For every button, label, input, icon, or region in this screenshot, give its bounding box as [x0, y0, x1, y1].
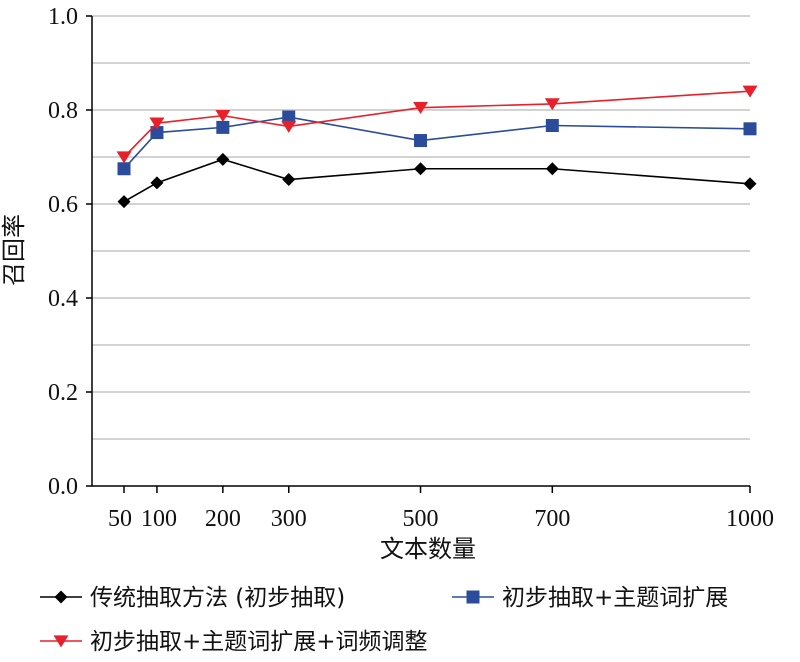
legend-marker	[54, 590, 68, 604]
data-point	[216, 120, 230, 134]
data-point	[545, 162, 559, 176]
x-tick-label: 1000	[726, 506, 774, 532]
data-point	[544, 98, 560, 111]
data-point	[281, 120, 297, 133]
axes	[86, 15, 751, 493]
legend-marker	[53, 635, 69, 648]
data-point	[150, 126, 164, 140]
data-point	[149, 117, 165, 130]
x-axis-title: 文本数量	[380, 535, 476, 563]
data-point	[413, 102, 429, 115]
y-tick-label: 0.8	[48, 98, 78, 124]
legend-label: 初步抽取+主题词扩展+词频调整	[90, 629, 428, 655]
legend-label: 传统抽取方法 (初步抽取)	[90, 585, 345, 611]
y-tick-label: 0.6	[48, 192, 78, 218]
data-point	[282, 173, 296, 187]
series-2	[117, 110, 757, 176]
data-point	[742, 85, 758, 98]
y-axis-title: 召回率	[0, 214, 28, 286]
series-line	[123, 158, 751, 203]
x-tick-label: 700	[534, 506, 570, 532]
series-3	[116, 85, 758, 164]
gridlines	[92, 15, 750, 440]
data-series	[116, 85, 758, 209]
data-point	[282, 110, 296, 124]
x-tick-label: 300	[271, 506, 307, 532]
data-point	[414, 134, 428, 148]
legend-marker	[466, 590, 480, 604]
x-tick-label: 200	[205, 506, 241, 532]
legend-item: 传统抽取方法 (初步抽取)	[40, 585, 345, 611]
tick-labels: 0.0 0.2 0.4 0.6 0.8 1.0 50 100 200 300 500 700 1000	[48, 4, 774, 532]
x-tick-label: 50	[108, 506, 132, 532]
data-point	[150, 176, 164, 190]
legend-label: 初步抽取+主题词扩展	[502, 585, 728, 611]
data-point	[215, 110, 231, 123]
legend-item: 初步抽取+主题词扩展+词频调整	[40, 629, 428, 655]
data-point	[545, 119, 559, 133]
data-point	[743, 122, 757, 136]
data-point	[414, 162, 428, 176]
data-point	[117, 162, 131, 176]
y-tick-label: 0.0	[48, 474, 78, 500]
data-point	[117, 195, 131, 209]
data-point	[116, 151, 132, 164]
x-tick-label: 100	[141, 506, 177, 532]
y-tick-label: 0.4	[48, 286, 78, 312]
series-1	[117, 152, 757, 209]
y-tick-label: 0.2	[48, 380, 78, 406]
y-tick-label: 1.0	[48, 4, 78, 30]
data-point	[743, 177, 757, 191]
legend-item: 初步抽取+主题词扩展	[452, 585, 728, 611]
x-tick-label: 500	[403, 506, 439, 532]
data-point	[216, 152, 230, 166]
